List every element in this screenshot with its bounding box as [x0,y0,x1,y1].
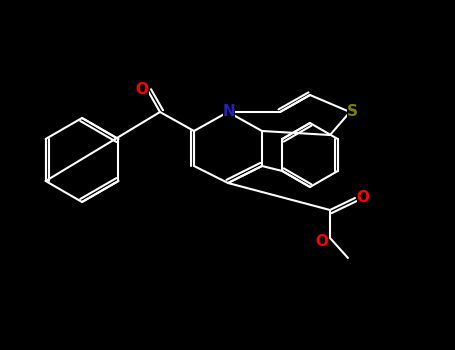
Text: O: O [315,234,329,250]
Text: N: N [222,105,235,119]
Text: O: O [357,190,369,205]
Text: O: O [136,82,148,97]
Text: S: S [347,105,358,119]
